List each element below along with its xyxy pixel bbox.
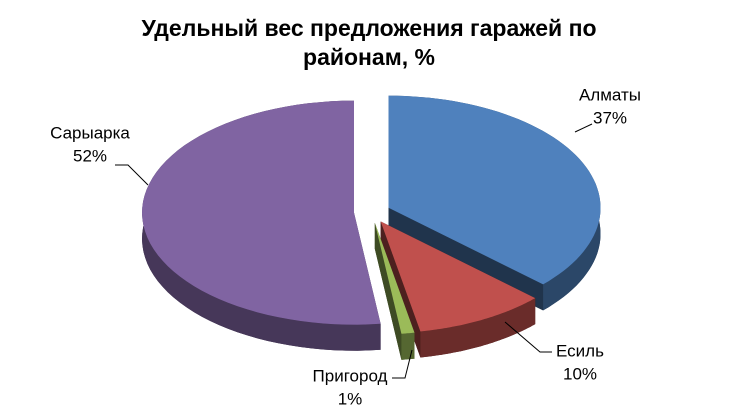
slice-cut-face: [374, 222, 402, 360]
data-label-value: 1%: [338, 389, 363, 408]
slice-rim: [420, 298, 536, 358]
pie-slice: [388, 95, 601, 285]
chart-title: Удельный вес предложения гаражей по райо…: [141, 15, 597, 70]
leader-line: [574, 123, 593, 133]
pie-slice: [380, 221, 536, 332]
leader-line: [115, 164, 149, 186]
slice-rim: [142, 100, 381, 351]
leader-line: [504, 321, 552, 353]
data-label-value: 37%: [593, 108, 627, 127]
data-label-value: 52%: [73, 146, 107, 165]
data-label-name: Есиль: [556, 341, 604, 360]
data-label-name: Алматы: [579, 85, 641, 104]
pie-slice: [374, 222, 415, 334]
leader-line: [392, 349, 413, 379]
slice-rim: [401, 332, 415, 360]
data-label-value: 10%: [563, 364, 597, 383]
data-label-name: Пригород: [313, 366, 388, 385]
pie-slice: [142, 100, 381, 325]
data-label-name: Сарыарка: [50, 123, 130, 142]
